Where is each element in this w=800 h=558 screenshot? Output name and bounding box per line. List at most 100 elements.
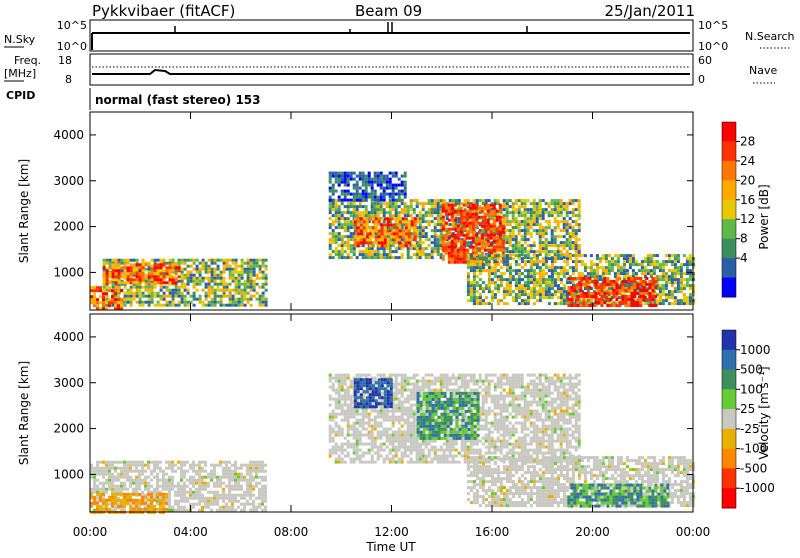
power-cell xyxy=(181,262,184,265)
power-cell xyxy=(389,172,392,175)
power-cell xyxy=(642,298,645,301)
power-cell xyxy=(395,187,398,190)
power-cell xyxy=(545,272,548,275)
velocity-cell xyxy=(341,446,344,449)
power-cell xyxy=(265,283,268,286)
power-cell xyxy=(624,301,627,304)
velocity-cell xyxy=(338,377,341,380)
velocity-cell xyxy=(335,416,338,419)
power-cell xyxy=(190,271,193,274)
power-cell xyxy=(241,289,244,292)
power-cell xyxy=(265,277,268,280)
velocity-cell xyxy=(338,455,341,458)
power-cell xyxy=(347,181,350,184)
velocity-cell xyxy=(108,464,111,467)
power-cell xyxy=(662,260,665,263)
power-cell xyxy=(560,302,563,305)
power-cell xyxy=(488,263,491,266)
velocity-cell xyxy=(219,479,222,482)
power-cell xyxy=(223,259,226,262)
velocity-cell xyxy=(341,443,344,446)
power-cell xyxy=(232,262,235,265)
power-cell xyxy=(539,211,542,214)
power-cell xyxy=(411,223,414,226)
power-cell xyxy=(341,238,344,241)
power-cell xyxy=(497,269,500,272)
power-cell xyxy=(593,269,596,272)
power-cell xyxy=(614,263,617,266)
power-cell xyxy=(536,232,539,235)
power-cell xyxy=(115,266,118,269)
power-cell xyxy=(396,235,399,238)
power-cell xyxy=(442,246,445,249)
power-cell xyxy=(539,214,542,217)
power-cell xyxy=(154,272,157,275)
velocity-cell xyxy=(234,488,237,491)
velocity-cell xyxy=(350,434,353,437)
power-cell xyxy=(512,269,515,272)
power-cell xyxy=(539,253,542,256)
power-cell xyxy=(551,293,554,296)
power-cell xyxy=(422,232,425,235)
power-cell xyxy=(644,272,647,275)
power-cell xyxy=(557,202,560,205)
velocity-cell xyxy=(213,494,216,497)
velocity-cell xyxy=(344,401,347,404)
power-cell xyxy=(503,290,506,293)
velocity-cell xyxy=(332,446,335,449)
power-cell xyxy=(395,172,398,175)
velocity-cell xyxy=(350,428,353,431)
power-cell xyxy=(431,202,434,205)
power-cell xyxy=(398,193,401,196)
power-cell xyxy=(521,199,524,202)
power-cell xyxy=(139,278,142,281)
velocity-cell xyxy=(168,509,171,512)
velocity-cell xyxy=(129,479,132,482)
power-cell xyxy=(484,246,487,249)
power-cell xyxy=(572,269,575,272)
power-cell xyxy=(253,283,256,286)
power-cell xyxy=(484,219,487,222)
power-cell xyxy=(524,205,527,208)
power-cell xyxy=(659,266,662,269)
power-cell xyxy=(524,220,527,223)
power-cell xyxy=(548,281,551,284)
power-cell xyxy=(641,272,644,275)
power-cell xyxy=(648,286,651,289)
power-cell xyxy=(481,207,484,210)
power-cell xyxy=(591,280,594,283)
power-cell xyxy=(335,205,338,208)
power-cell xyxy=(347,247,350,250)
power-cell xyxy=(413,247,416,250)
power-cell xyxy=(350,205,353,208)
power-cell xyxy=(566,223,569,226)
power-cell xyxy=(235,277,238,280)
power-cell xyxy=(594,277,597,280)
power-cell xyxy=(539,238,542,241)
power-cell xyxy=(121,281,124,284)
velocity-cell xyxy=(228,500,231,503)
velocity-cell xyxy=(105,482,108,485)
power-cell xyxy=(160,272,163,275)
power-cell xyxy=(356,211,359,214)
power-cell xyxy=(500,272,503,275)
power-cell xyxy=(329,241,332,244)
power-cell xyxy=(419,217,422,220)
power-cell xyxy=(220,298,223,301)
power-cell xyxy=(542,244,545,247)
power-cell xyxy=(184,283,187,286)
power-cell xyxy=(105,301,108,304)
power-cell xyxy=(639,277,642,280)
power-cell xyxy=(524,281,527,284)
velocity-cell xyxy=(246,482,249,485)
power-cell xyxy=(570,289,573,292)
power-cell xyxy=(611,257,614,260)
power-cell xyxy=(392,193,395,196)
power-cell xyxy=(554,211,557,214)
velocity-cell xyxy=(222,470,225,473)
velocity-cell xyxy=(207,473,210,476)
power-cell xyxy=(472,207,475,210)
power-cell xyxy=(451,216,454,219)
power-cell xyxy=(377,208,380,211)
